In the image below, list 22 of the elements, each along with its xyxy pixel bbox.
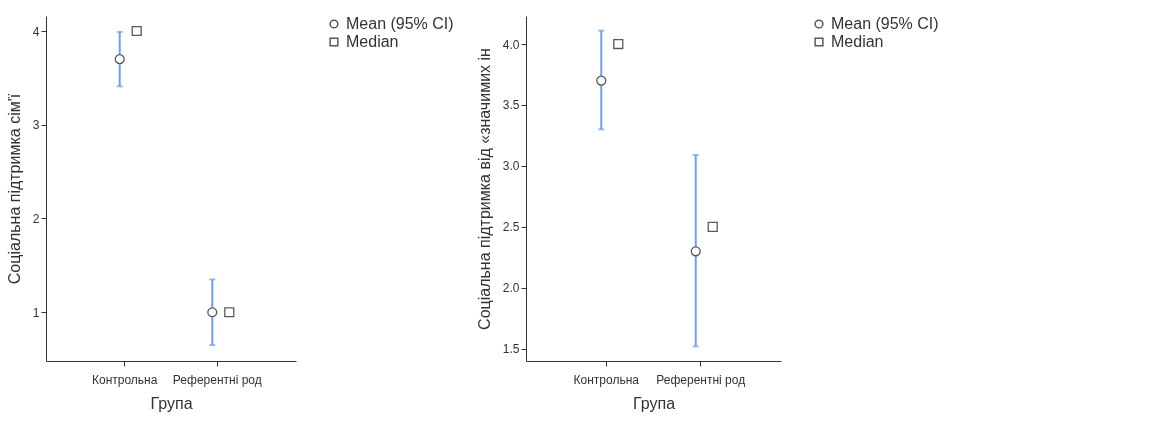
y-tick-label: 1: [32, 305, 40, 320]
legend-label: Median: [831, 33, 884, 50]
x-tick-label: Референтні род: [656, 372, 746, 387]
y-axis-title: Соціальна підтримка сім'ї: [5, 93, 23, 285]
y-tick-label: 2.0: [502, 281, 520, 296]
x-tick-label: Контрольна: [573, 372, 640, 387]
y-tick-label: 4.0: [502, 37, 520, 52]
y-tick-label: 2.5: [502, 220, 520, 235]
y-tick-label: 3.0: [502, 159, 520, 174]
y-tick-label: 2: [32, 212, 40, 226]
y-tick-label: 1.5: [502, 342, 520, 357]
y-tick-label: 3.5: [502, 98, 520, 113]
legend-label: Median: [346, 33, 399, 50]
legend-label: Mean (95% CI): [346, 15, 454, 32]
legend-label: Mean (95% CI): [831, 15, 939, 32]
x-axis-title: Група: [632, 394, 676, 412]
x-tick-label: Референтні род: [172, 372, 262, 387]
x-tick-label: Контрольна: [91, 372, 158, 387]
y-tick-label: 3: [32, 118, 40, 133]
x-axis-title: Група: [150, 394, 193, 412]
y-axis-title: Соціальна підтримка від «значимих ін: [475, 48, 493, 330]
y-tick-label: 4: [32, 24, 40, 39]
